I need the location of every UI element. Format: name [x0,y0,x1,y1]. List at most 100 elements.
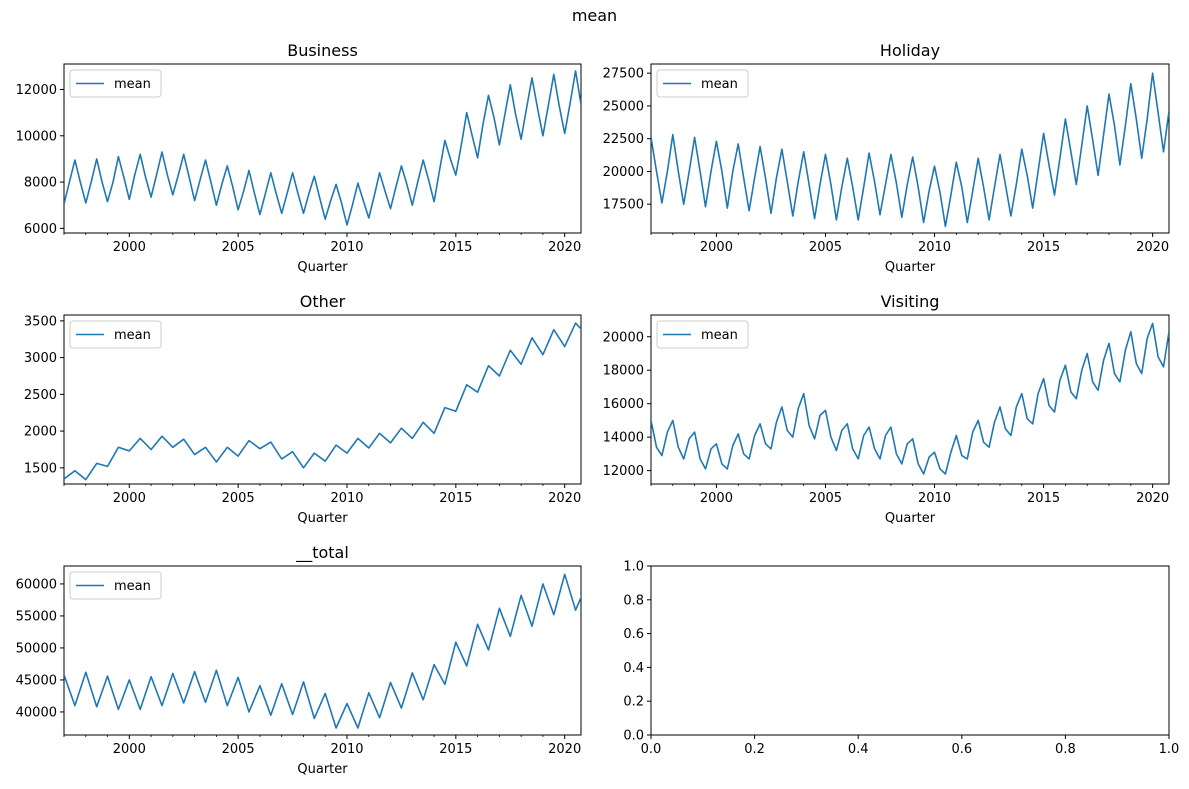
x-tick-label: 2010 [330,240,363,255]
y-tick-label: 45000 [16,673,57,688]
x-tick-label: 2005 [809,491,842,506]
series-line [651,72,1169,228]
x-tick-label: 2015 [439,240,472,255]
x-tick-label: 2015 [439,491,472,506]
x-axis-label: Quarter [297,511,348,526]
series-line [64,322,581,481]
y-tick-label: 3000 [24,351,57,366]
y-tick-label: 0.6 [623,627,644,642]
x-tick-label: 2000 [113,491,146,506]
x-tick-label: 2000 [700,240,733,255]
legend-label: mean [701,77,738,92]
x-tick-label: 1.0 [1159,742,1180,757]
subplot-business: 2000 2005 2010 2015 2020 6000 8000 10000 12000 Bu… [16,41,582,275]
x-tick-label: 2020 [548,491,581,506]
subplot-title: Holiday [880,41,940,60]
legend: mean [656,69,749,98]
legend: mean [69,320,162,349]
subplot-other: 2000 2005 2010 2015 2020 1500 2000 2500 3000 3500… [24,292,582,526]
y-tick-label: 20000 [603,165,644,180]
y-tick-label: 6000 [24,222,57,237]
legend-box [69,69,162,98]
x-tick-label: 2010 [918,491,951,506]
y-tick-label: 60000 [16,577,57,592]
subplot-visiting: 2000 2005 2010 2015 2020 12000 14000 16000 18000… [603,292,1170,526]
y-tick-label: 1500 [24,461,57,476]
x-tick-label: 2005 [809,240,842,255]
x-axis-label: Quarter [885,260,936,275]
x-tick-label: 2005 [222,240,255,255]
legend-label: mean [114,579,151,594]
series-line [651,322,1169,475]
x-tick-label: 0.6 [951,742,972,757]
x-tick-label: 2005 [222,742,255,757]
y-tick-label: 10000 [16,129,57,144]
x-axis-label: Quarter [297,260,348,275]
y-tick-label: 50000 [16,641,57,656]
legend-box [656,320,749,349]
x-tick-label: 0.0 [641,742,662,757]
x-tick-label: 0.2 [744,742,765,757]
y-tick-label: 3500 [24,314,57,329]
x-tick-label: 2000 [700,491,733,506]
y-tick-label: 18000 [603,364,644,379]
y-tick-label: 8000 [24,176,57,191]
x-axis-label: Quarter [885,511,936,526]
y-tick-label: 1.0 [623,560,644,575]
x-tick-label: 2000 [113,742,146,757]
x-tick-label: 2020 [1136,491,1169,506]
axes-frame [650,565,1170,736]
y-tick-label: 27500 [603,67,644,82]
y-tick-label: 17500 [603,198,644,213]
x-tick-label: 2020 [548,742,581,757]
series-line [64,573,581,729]
x-axis-label: Quarter [297,762,348,777]
x-tick-label: 2015 [1027,491,1060,506]
y-tick-label: 2000 [24,425,57,440]
x-tick-label: 2010 [330,491,363,506]
y-tick-label: 20000 [603,330,644,345]
subplot-title: Other [300,292,346,311]
y-tick-label: 0.0 [623,729,644,744]
y-tick-label: 40000 [16,705,57,720]
subplot-empty: 0.0 0.2 0.4 0.6 0.8 1.0 0.0 0.2 0.4 0.6 0.8 1.0 [623,560,1179,758]
legend-label: mean [701,328,738,343]
series-line [64,70,581,226]
legend: mean [656,320,749,349]
subplot-title: Visiting [881,292,940,311]
x-tick-label: 0.8 [1055,742,1076,757]
legend: mean [69,571,162,600]
legend-box [656,69,749,98]
x-tick-label: 2020 [548,240,581,255]
subplot-title: __total [295,543,349,563]
y-tick-label: 16000 [603,397,644,412]
legend-box [69,320,162,349]
x-tick-label: 2015 [439,742,472,757]
y-tick-label: 14000 [603,431,644,446]
y-tick-label: 12000 [16,83,57,98]
y-tick-label: 0.8 [623,593,644,608]
subplot-holiday: 2000 2005 2010 2015 2020 17500 20000 22500 25000… [603,41,1170,275]
x-tick-label: 2010 [330,742,363,757]
y-tick-label: 0.4 [623,661,644,676]
x-tick-label: 2010 [918,240,951,255]
subplot-total: 2000 2005 2010 2015 2020 40000 45000 50000 55000… [16,543,582,777]
x-tick-label: 2020 [1136,240,1169,255]
y-tick-label: 12000 [603,464,644,479]
x-tick-label: 2005 [222,491,255,506]
x-tick-label: 2000 [113,240,146,255]
y-tick-label: 2500 [24,388,57,403]
y-tick-label: 25000 [603,99,644,114]
legend-label: mean [114,328,151,343]
figure-title: mean [571,6,618,25]
legend-box [69,571,162,600]
y-tick-label: 55000 [16,609,57,624]
x-tick-label: 0.4 [848,742,869,757]
x-tick-label: 2015 [1027,240,1060,255]
y-tick-label: 0.2 [623,695,644,710]
y-tick-label: 22500 [603,132,644,147]
legend-label: mean [114,77,151,92]
subplot-title: Business [287,41,358,60]
legend: mean [69,69,162,98]
